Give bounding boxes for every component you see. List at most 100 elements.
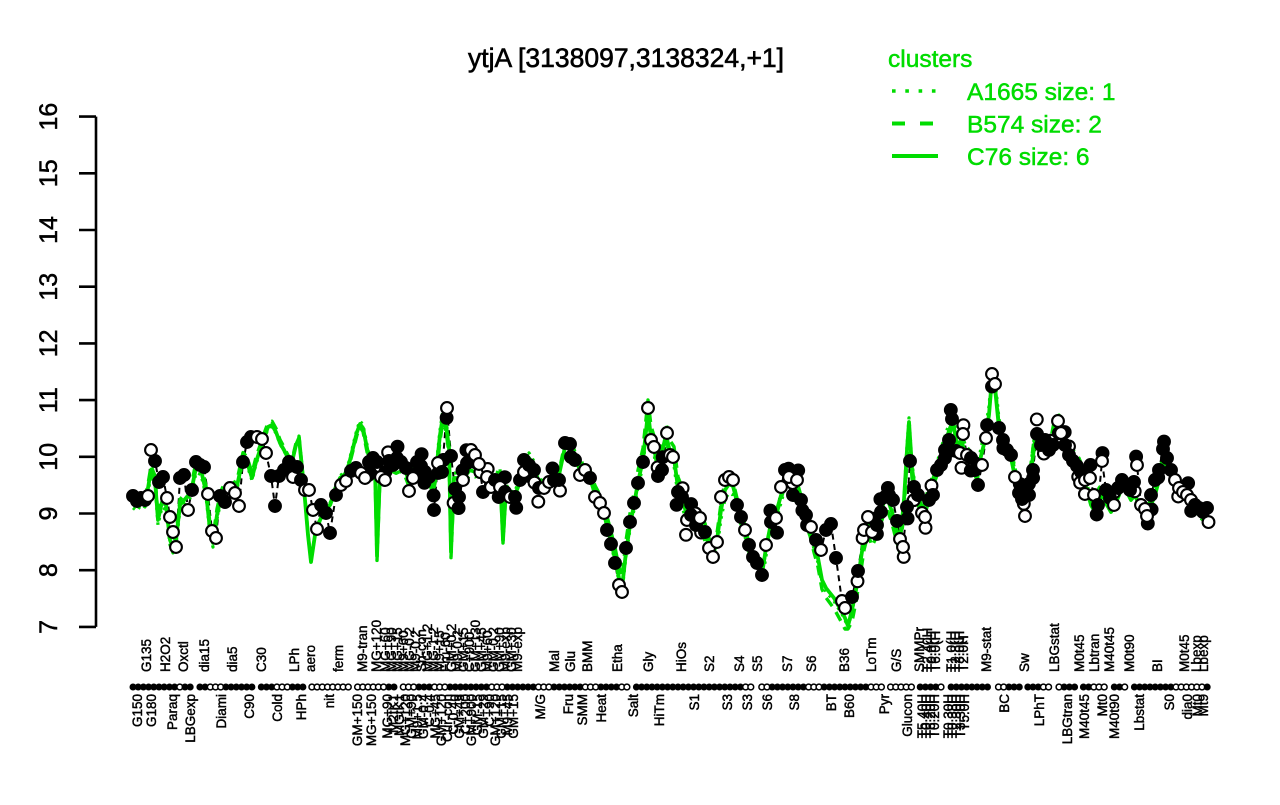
svg-text:clusters: clusters	[888, 46, 972, 73]
svg-text:C+200: C+200	[458, 694, 473, 734]
svg-text:Lbexp: Lbexp	[1189, 635, 1204, 672]
svg-text:S8: S8	[787, 694, 802, 711]
svg-text:Pyr: Pyr	[877, 693, 892, 714]
svg-text:SMM: SMM	[575, 694, 590, 726]
svg-text:T5.40H: T5.40H	[915, 694, 930, 738]
svg-text:SMMPr: SMMPr	[912, 627, 927, 673]
svg-text:GM+90: GM+90	[492, 627, 507, 672]
svg-text:M9+1.5: M9+1.5	[410, 694, 425, 739]
svg-text:Lbexp: Lbexp	[1196, 635, 1211, 672]
svg-text:M9-tran: M9-tran	[355, 625, 370, 672]
svg-text:M9+15: M9+15	[432, 630, 447, 672]
svg-text:GM+15: GM+15	[506, 694, 521, 739]
svg-text:GM-15: GM-15	[470, 694, 485, 735]
svg-text:dia5: dia5	[225, 646, 240, 672]
svg-text:HPh: HPh	[294, 694, 309, 720]
svg-text:S2: S2	[702, 655, 717, 672]
svg-text:M9+60: M9+60	[480, 630, 495, 672]
svg-text:M40t45: M40t45	[1077, 694, 1092, 739]
svg-text:Lbstat: Lbstat	[1132, 694, 1147, 731]
svg-text:S7: S7	[780, 655, 795, 672]
svg-text:M0t45: M0t45	[1177, 634, 1192, 672]
svg-text:T6.20H: T6.20H	[923, 694, 938, 738]
svg-text:B574 size: 2: B574 size: 2	[967, 112, 1102, 139]
svg-text:GM+900: GM+900	[464, 694, 479, 746]
svg-text:G180: G180	[144, 694, 159, 727]
svg-text:GM+120: GM+120	[488, 694, 503, 746]
svg-text:15: 15	[35, 159, 63, 187]
svg-text:MG+45: MG+45	[428, 694, 443, 739]
svg-text:Sw: Sw	[1017, 653, 1032, 672]
svg-text:GM+130: GM+130	[468, 620, 483, 672]
svg-text:MG+120: MG+120	[398, 694, 413, 746]
svg-text:G150: G150	[130, 694, 145, 727]
svg-text:C+90: C+90	[482, 694, 497, 727]
svg-text:C+900: C+900	[462, 632, 477, 672]
svg-text:T0.38H: T0.38H	[945, 694, 960, 738]
svg-text:T2.30H: T2.30H	[949, 694, 964, 738]
svg-text:S4: S4	[732, 655, 747, 672]
svg-text:LBGexp: LBGexp	[183, 694, 198, 743]
svg-text:T2.40H: T2.40H	[920, 628, 935, 672]
svg-text:T6.0(H: T6.0(H	[928, 631, 943, 672]
svg-text:BI: BI	[1150, 659, 1165, 672]
svg-text:Fru: Fru	[561, 694, 576, 714]
svg-text:M9+60: M9+60	[396, 630, 411, 672]
svg-text:G/S: G/S	[889, 649, 904, 672]
svg-text:GM+30: GM+30	[504, 627, 519, 672]
svg-text:Glu: Glu	[563, 651, 578, 672]
svg-text:Sh-con: Sh-con	[414, 629, 429, 672]
svg-text:LBGtran: LBGtran	[1060, 694, 1075, 744]
svg-text:LBGstat: LBGstat	[1047, 623, 1062, 672]
svg-text:T3.0(H: T3.0(H	[952, 631, 967, 672]
svg-text:MG-0.2: MG-0.2	[402, 627, 417, 672]
svg-text:13: 13	[35, 273, 63, 301]
svg-text:nit: nit	[322, 694, 337, 709]
svg-text:BT: BT	[824, 694, 839, 711]
svg-text:T5.0H: T5.0H	[957, 694, 972, 731]
svg-text:B36: B36	[837, 648, 852, 672]
svg-text:M9-exp: M9-exp	[510, 627, 525, 672]
svg-text:S0: S0	[1162, 694, 1177, 711]
svg-text:14: 14	[35, 216, 63, 244]
svg-text:7: 7	[35, 620, 63, 634]
svg-text:Diami: Diami	[214, 694, 229, 729]
svg-text:MG-1.2: MG-1.2	[426, 627, 441, 672]
svg-text:16: 16	[35, 103, 63, 131]
svg-text:11: 11	[35, 387, 63, 413]
svg-text:Mt0: Mt0	[1095, 694, 1110, 717]
svg-text:BC: BC	[997, 694, 1012, 713]
svg-text:S6: S6	[760, 694, 775, 711]
svg-text:GM+150: GM+150	[350, 694, 365, 746]
svg-text:Paraq: Paraq	[165, 694, 180, 730]
svg-text:HiOs: HiOs	[674, 642, 689, 672]
svg-text:Etha: Etha	[610, 644, 625, 672]
svg-text:MGtK1: MGtK1	[392, 694, 407, 736]
svg-text:M0t90: M0t90	[1122, 634, 1137, 672]
svg-text:GM-0.4: GM-0.4	[416, 694, 431, 740]
svg-text:GM+0.2: GM+0.2	[444, 624, 459, 672]
svg-text:aero: aero	[303, 645, 318, 672]
svg-text:S5: S5	[750, 655, 765, 672]
svg-text:S1: S1	[687, 694, 702, 711]
svg-text:GM+90: GM+90	[404, 694, 419, 739]
svg-text:T0.20H: T0.20H	[927, 694, 942, 738]
svg-text:A1665 size: 1: A1665 size: 1	[967, 79, 1115, 106]
svg-text:M2tK1: M2tK1	[386, 694, 401, 733]
svg-text:M40t45: M40t45	[1102, 627, 1117, 672]
svg-text:Fru-60: Fru-60	[438, 632, 453, 672]
svg-text:M9-exp: M9-exp	[498, 627, 513, 672]
svg-text:G135: G135	[139, 639, 154, 672]
svg-text:12: 12	[35, 329, 63, 357]
svg-text:MG+15: MG+15	[390, 627, 405, 672]
svg-text:ferm: ferm	[331, 645, 346, 672]
svg-text:T2.8(H: T2.8(H	[948, 631, 963, 672]
svg-text:Mt9: Mt9	[1196, 694, 1211, 717]
svg-text:ytjA [3138097,3138324,+1]: ytjA [3138097,3138324,+1]	[468, 43, 784, 73]
svg-text:T3.30H: T3.30H	[953, 694, 968, 738]
svg-text:M9-stat: M9-stat	[979, 627, 994, 672]
svg-text:M9+45: M9+45	[500, 694, 515, 736]
svg-text:Heat: Heat	[594, 694, 609, 723]
svg-text:T0.0(H: T0.0(H	[924, 631, 939, 672]
svg-text:GM-0.2: GM-0.2	[486, 627, 501, 672]
